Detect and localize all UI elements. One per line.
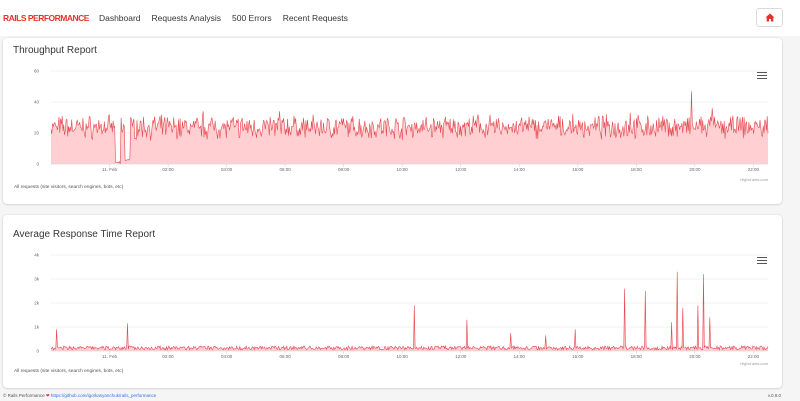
- series-line: [50, 91, 769, 165]
- y-tick-label: 0: [36, 162, 39, 167]
- home-icon: [765, 13, 774, 22]
- home-button[interactable]: [756, 8, 783, 27]
- chart-credits[interactable]: Highcharts.com: [740, 177, 768, 182]
- chart-credits[interactable]: Highcharts.com: [740, 361, 768, 366]
- x-tick-label: 20:00: [689, 354, 701, 359]
- brand-logo[interactable]: RAILS PERFORMANCE: [3, 13, 89, 23]
- footer-github-link[interactable]: https://github.com/igorkasyanchuk/rails_…: [50, 393, 157, 398]
- x-tick-label: 04:00: [221, 354, 233, 359]
- x-tick-label: 02:00: [162, 167, 174, 172]
- x-tick-label: 18:00: [631, 167, 643, 172]
- throughput-card: Throughput Report 0 20 40 60 11. Feb 02:00 04:…: [3, 38, 782, 204]
- x-tick-label: 20:00: [689, 167, 701, 172]
- top-navbar: RAILS PERFORMANCE Dashboard Requests Ana…: [0, 0, 800, 36]
- response-time-card: Average Response Time Report 0 1k 2k 3k 4k 11…: [3, 215, 782, 388]
- x-tick-label: 08:00: [338, 354, 350, 359]
- y-tick-label: 40: [34, 100, 40, 105]
- y-tick-label: 1k: [34, 325, 40, 330]
- y-tick-label: 4k: [34, 253, 40, 258]
- y-tick-label: 2k: [34, 301, 40, 306]
- series-area: [51, 271, 768, 351]
- x-tick-label: 04:00: [221, 167, 233, 172]
- x-tick-label: 12:00: [455, 354, 467, 359]
- nav-link-recent-requests[interactable]: Recent Requests: [282, 13, 348, 23]
- footer-left: © Rails Performance ❤ https://github.com…: [3, 393, 156, 399]
- nav-link-dashboard[interactable]: Dashboard: [98, 13, 141, 23]
- x-tick-label: 16:00: [572, 167, 584, 172]
- x-tick-label: 11. Feb: [102, 167, 117, 172]
- footer-prefix: © Rails Performance: [3, 393, 45, 398]
- x-tick-label: 10:00: [397, 167, 409, 172]
- response-time-caption: All requests (site visitors, search engi…: [14, 369, 124, 374]
- heart-icon: ❤: [45, 393, 50, 398]
- x-tick-label: 08:00: [338, 167, 350, 172]
- y-tick-label: 0: [36, 349, 39, 354]
- x-tick-label: 16:00: [572, 354, 584, 359]
- throughput-title: Throughput Report: [13, 45, 97, 56]
- x-tick-label: 22:00: [748, 167, 760, 172]
- hamburger-menu-icon[interactable]: [757, 257, 767, 265]
- x-tick-label: 14:00: [514, 354, 526, 359]
- response-time-title: Average Response Time Report: [13, 229, 156, 240]
- y-tick-label: 60: [34, 69, 40, 74]
- nav-link-requests-analysis[interactable]: Requests Analysis: [151, 13, 221, 23]
- x-tick-label: 12:00: [455, 167, 467, 172]
- nav-link-500-errors[interactable]: 500 Errors: [232, 13, 272, 23]
- x-tick-label: 11. Feb: [102, 354, 117, 359]
- x-tick-label: 10:00: [397, 354, 409, 359]
- throughput-chart: 0 20 40 60 11. Feb 02:00 04:00 06:00 08:00 10:00 1…: [34, 69, 769, 183]
- throughput-caption: All requests (site visitors, search engi…: [14, 185, 124, 190]
- x-tick-label: 18:00: [631, 354, 643, 359]
- series-line: [50, 271, 769, 352]
- series-area: [51, 91, 768, 164]
- response-time-chart: 0 1k 2k 3k 4k 11. Feb 02:00 04:00 06:00 08:00 10:0…: [34, 253, 769, 367]
- footer: © Rails Performance ❤ https://github.com…: [0, 391, 800, 401]
- y-tick-label: 3k: [34, 277, 40, 282]
- x-tick-label: 14:00: [514, 167, 526, 172]
- hamburger-menu-icon[interactable]: [757, 72, 767, 80]
- x-tick-label: 06:00: [279, 354, 291, 359]
- footer-version: v.0.9.0: [767, 393, 781, 398]
- y-tick-label: 20: [34, 131, 40, 136]
- x-tick-label: 06:00: [279, 167, 291, 172]
- x-tick-label: 02:00: [162, 354, 174, 359]
- x-tick-label: 22:00: [748, 354, 760, 359]
